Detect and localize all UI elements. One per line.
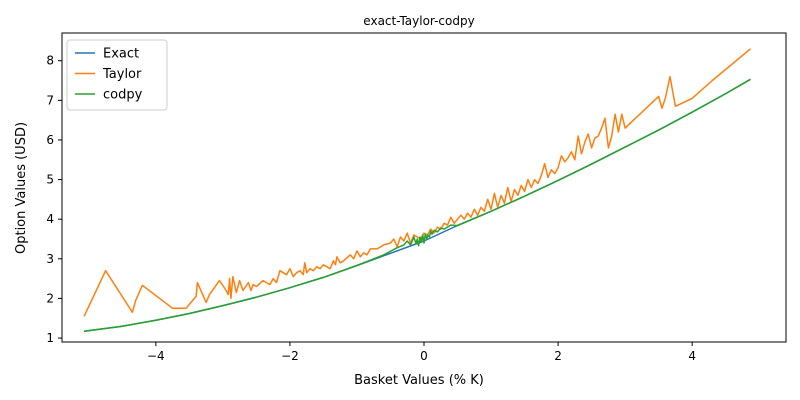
legend-label-taylor: Taylor	[102, 67, 142, 82]
legend-label-exact: Exact	[103, 47, 139, 62]
y-tick-label: 8	[46, 54, 54, 68]
x-axis-ticks: −4 −2 0 2 4	[147, 342, 696, 363]
x-axis-label: Basket Values (% K)	[354, 373, 484, 388]
plot-area	[61, 32, 787, 343]
plot-lines	[83, 48, 751, 333]
y-tick-label: 4	[46, 212, 54, 226]
series-line-exact	[84, 78, 751, 333]
y-tick-label: 6	[46, 133, 54, 147]
legend-frame	[66, 39, 168, 111]
y-tick-label: 5	[46, 173, 54, 187]
y-axis-ticks: 1 2 3 4 5 6 7 8	[46, 54, 62, 345]
legend-label-codpy: codpy	[103, 88, 143, 103]
x-tick-label: −4	[147, 349, 165, 363]
y-tick-label: 2	[46, 291, 54, 305]
y-tick-label: 7	[46, 93, 54, 107]
x-tick-label: 0	[420, 349, 428, 363]
x-tick-label: 2	[554, 349, 562, 363]
y-tick-label: 1	[46, 331, 54, 345]
x-tick-label: 4	[688, 349, 696, 363]
y-axis-label: Option Values (USD)	[14, 122, 29, 254]
y-tick-label: 3	[46, 252, 54, 266]
chart-title: exact-Taylor-codpy	[363, 14, 474, 28]
series-line-taylor	[83, 48, 751, 317]
series-line-codpy	[84, 78, 751, 333]
x-tick-label: −2	[281, 349, 299, 363]
legend: Exact Taylor codpy	[66, 39, 168, 111]
